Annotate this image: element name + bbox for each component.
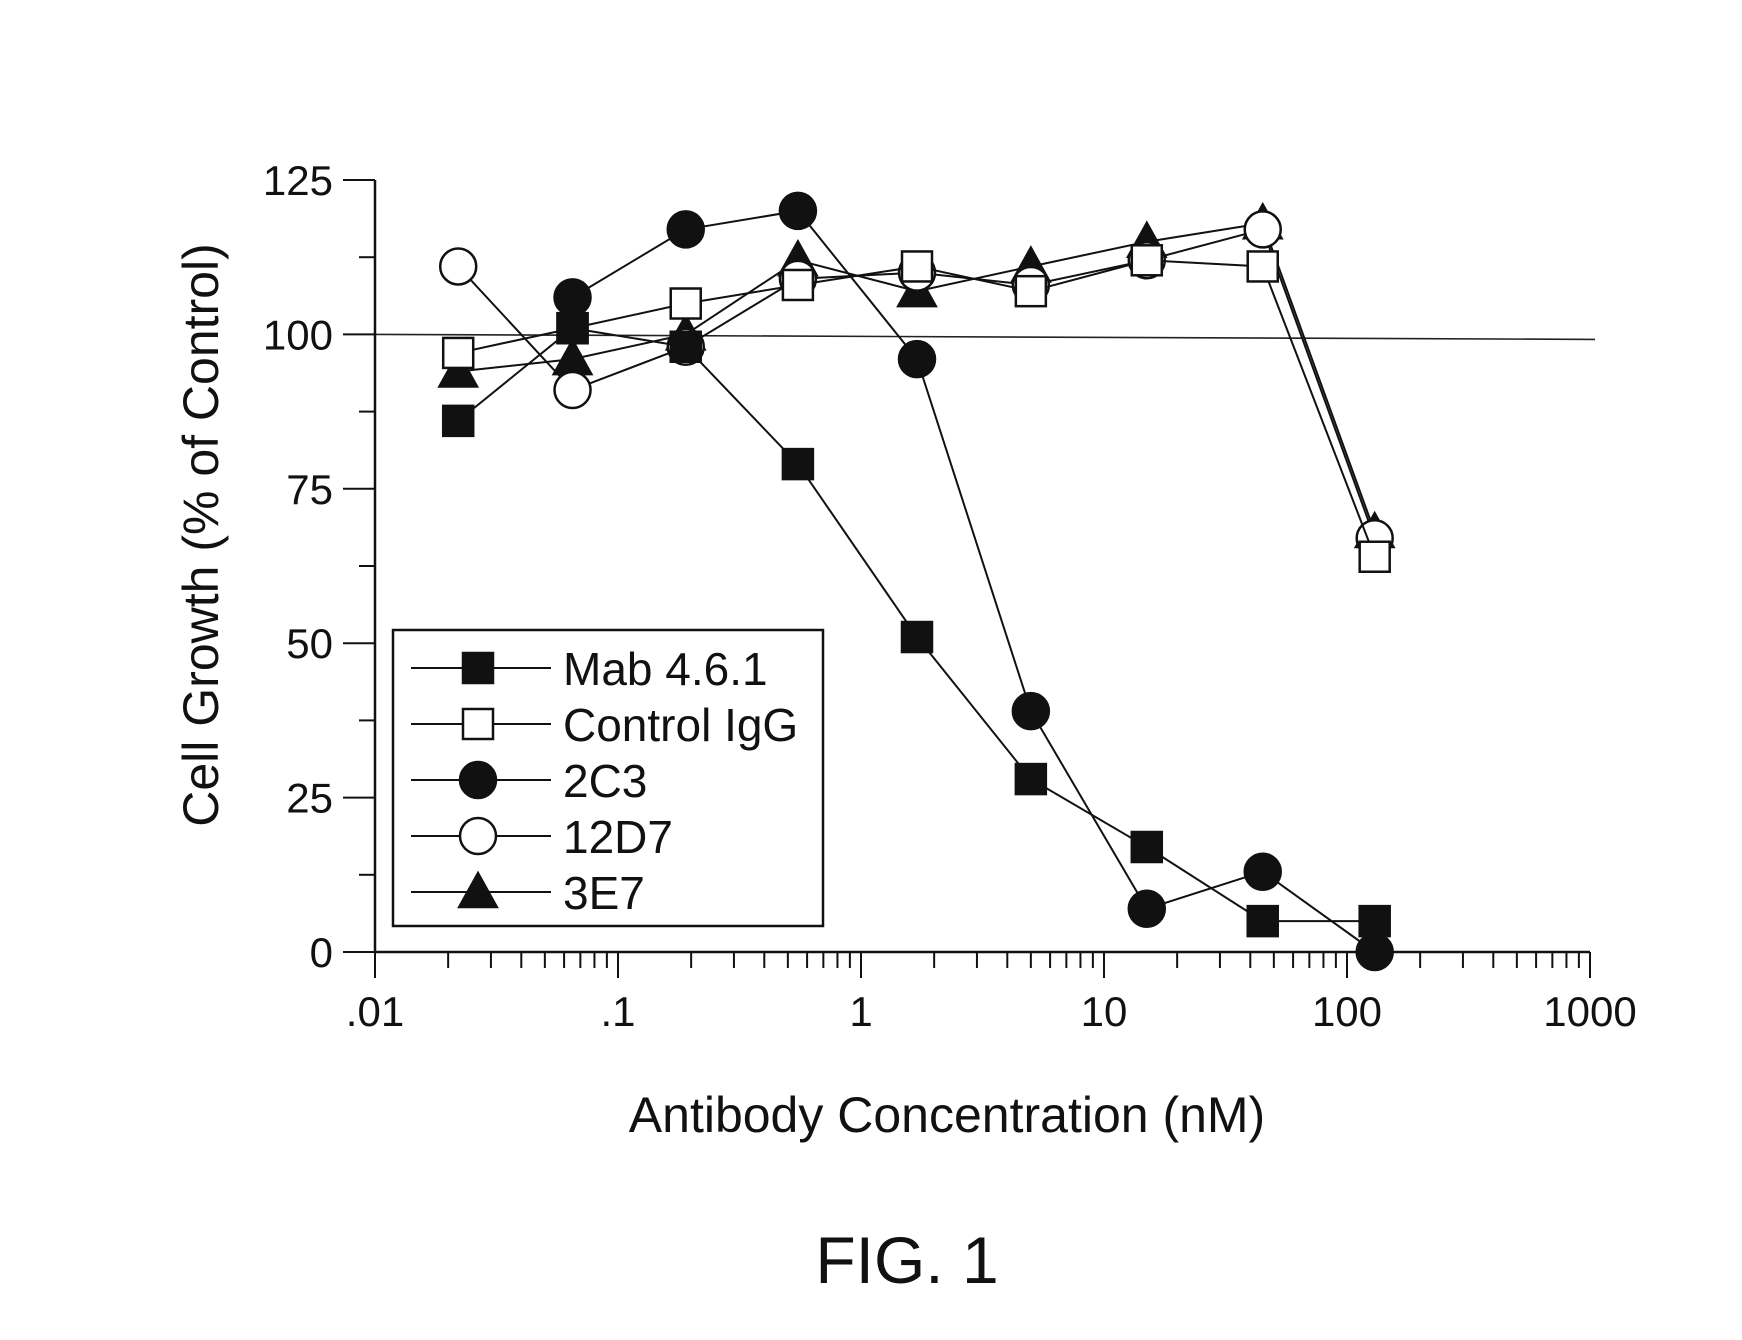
data-point-control-igg <box>1132 245 1162 275</box>
y-tick-label: 100 <box>263 311 333 358</box>
legend-label: 12D7 <box>563 811 673 863</box>
data-point-control-igg <box>1248 251 1278 281</box>
data-point-control-igg <box>671 289 701 319</box>
data-point-12d7 <box>440 248 476 284</box>
data-point-mab-4-6-1 <box>902 622 932 652</box>
data-point-mab-4-6-1 <box>443 406 473 436</box>
y-tick-label: 25 <box>286 775 333 822</box>
x-tick-label: .1 <box>600 988 635 1035</box>
y-tick-label: 50 <box>286 620 333 667</box>
legend-label: 3E7 <box>563 867 645 919</box>
legend-label: Mab 4.6.1 <box>563 643 768 695</box>
data-point-12d7 <box>555 372 591 408</box>
y-tick-label: 75 <box>286 466 333 513</box>
legend-label: Control IgG <box>563 699 798 751</box>
data-point-2c3 <box>780 193 816 229</box>
data-point-control-igg <box>902 251 932 281</box>
data-point-control-igg <box>1360 542 1390 572</box>
data-point-2c3 <box>1129 891 1165 927</box>
data-point-12d7 <box>1245 211 1281 247</box>
legend-marker <box>463 653 493 683</box>
data-point-mab-4-6-1 <box>1132 832 1162 862</box>
data-point-mab-4-6-1 <box>783 449 813 479</box>
legend-marker <box>463 709 493 739</box>
figure-caption: FIG. 1 <box>815 1223 998 1297</box>
data-point-2c3 <box>668 211 704 247</box>
data-point-2c3 <box>555 279 591 315</box>
data-point-2c3 <box>1357 934 1393 970</box>
data-point-mab-4-6-1 <box>671 332 701 362</box>
legend-marker <box>460 818 496 854</box>
data-point-2c3 <box>899 341 935 377</box>
x-tick-label: 1 <box>849 988 872 1035</box>
data-point-mab-4-6-1 <box>1248 906 1278 936</box>
y-tick-label: 0 <box>310 929 333 976</box>
legend-label: 2C3 <box>563 755 647 807</box>
x-tick-label: 100 <box>1312 988 1382 1035</box>
data-point-2c3 <box>1013 693 1049 729</box>
data-point-mab-4-6-1 <box>1360 906 1390 936</box>
x-tick-label: .01 <box>346 988 404 1035</box>
data-point-control-igg <box>783 270 813 300</box>
x-tick-label: 1000 <box>1543 988 1636 1035</box>
data-point-control-igg <box>1016 276 1046 306</box>
data-point-mab-4-6-1 <box>558 313 588 343</box>
legend: Mab 4.6.1Control IgG2C312D73E7 <box>393 630 823 926</box>
y-tick-label: 125 <box>263 157 333 204</box>
data-point-2c3 <box>1245 854 1281 890</box>
data-point-mab-4-6-1 <box>1016 764 1046 794</box>
x-tick-label: 10 <box>1081 988 1128 1035</box>
data-point-control-igg <box>443 338 473 368</box>
legend-marker <box>460 762 496 798</box>
x-axis-title: Antibody Concentration (nM) <box>629 1087 1265 1143</box>
y-axis-title: Cell Growth (% of Control) <box>173 243 229 827</box>
